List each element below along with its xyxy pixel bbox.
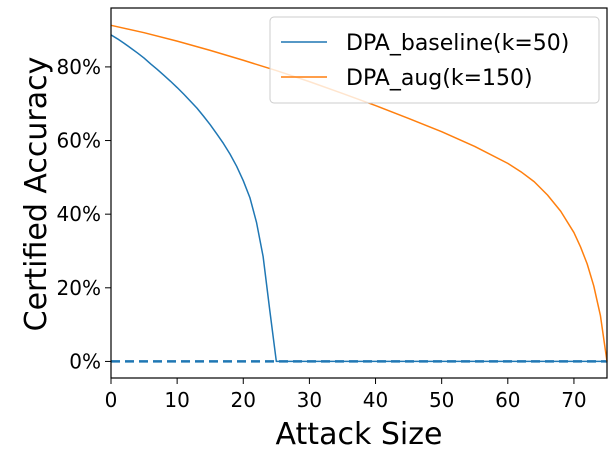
- legend-label-baseline: DPA_baseline(k=50): [346, 31, 569, 56]
- x-tick-label: 0: [105, 388, 118, 412]
- y-axis-title: Certified Accuracy: [19, 57, 54, 332]
- x-tick-label: 40: [363, 388, 388, 412]
- y-tick-label: 60%: [57, 129, 101, 153]
- legend: DPA_baseline(k=50) DPA_aug(k=150): [269, 16, 600, 104]
- legend-box: [269, 16, 600, 104]
- x-tick-label: 20: [231, 388, 256, 412]
- x-axis-title: Attack Size: [276, 417, 443, 452]
- series-line-1: [110, 24, 608, 362]
- y-tick-label: 40%: [57, 202, 101, 226]
- plot-frame: [110, 7, 608, 379]
- y-tick-label: 80%: [57, 55, 101, 79]
- x-tick-label: 70: [561, 388, 586, 412]
- x-tick-label: 30: [297, 388, 322, 412]
- y-tick-label: 20%: [57, 276, 101, 300]
- ticks-layer: 0 10 20 30 40 50 60 70 0% 20% 40% 60% 80%: [57, 55, 587, 412]
- y-tick-label: 0%: [69, 349, 101, 373]
- x-tick-label: 60: [495, 388, 520, 412]
- legend-label-aug: DPA_aug(k=150): [346, 66, 533, 91]
- x-tick-label: 10: [164, 388, 189, 412]
- x-tick-label: 50: [429, 388, 454, 412]
- series-layer: [110, 24, 608, 363]
- series-line-0: [110, 34, 607, 363]
